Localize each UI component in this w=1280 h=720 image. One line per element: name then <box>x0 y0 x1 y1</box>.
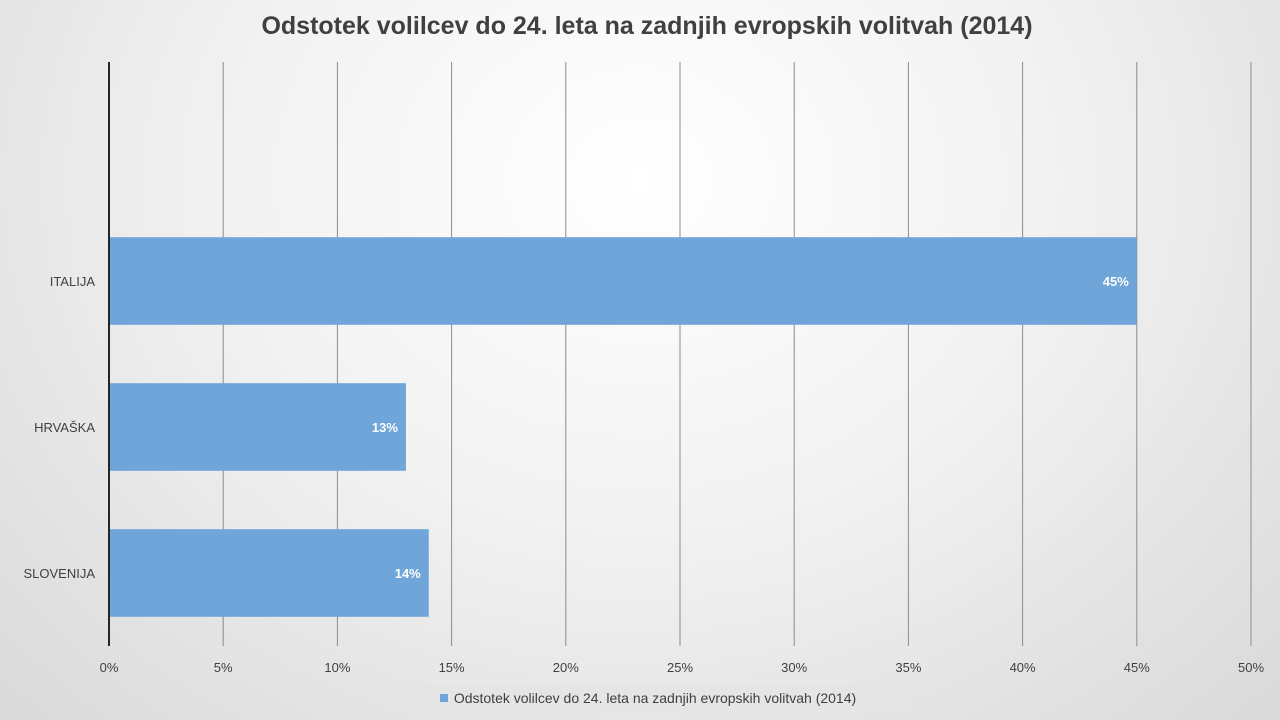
bar-slovenija <box>109 529 429 617</box>
x-tick-label: 50% <box>1238 660 1264 675</box>
x-tick-label: 15% <box>439 660 465 675</box>
bar-italija <box>109 237 1137 325</box>
gridlines <box>222 62 1252 646</box>
category-label: ITALIJA <box>50 274 96 289</box>
x-tick-label: 35% <box>895 660 921 675</box>
x-tick-label: 10% <box>324 660 350 675</box>
category-labels: ITALIJA HRVAŠKA SLOVENIJA <box>23 274 95 581</box>
category-label: SLOVENIJA <box>23 566 95 581</box>
x-tick-label: 25% <box>667 660 693 675</box>
data-label: 14% <box>395 566 421 581</box>
x-tick-label: 5% <box>214 660 233 675</box>
data-label: 13% <box>372 420 398 435</box>
legend-label: Odstotek volilcev do 24. leta na zadnjih… <box>453 690 857 706</box>
x-tick-labels: 0% 5% 10% 15% 20% 25% 30% 35% 40% 45% 50% <box>100 660 1265 675</box>
x-tick-label: 40% <box>1010 660 1036 675</box>
bar-hrvaška <box>109 383 406 471</box>
data-labels: 45% 13% 14% <box>372 274 1129 581</box>
chart-title: Odstotek volilcev do 24. leta na zadnjih… <box>261 12 1033 40</box>
x-tick-label: 30% <box>781 660 807 675</box>
x-tick-label: 45% <box>1124 660 1150 675</box>
x-tick-label: 0% <box>100 660 119 675</box>
data-label: 45% <box>1103 274 1129 289</box>
category-label: HRVAŠKA <box>34 420 95 435</box>
bars <box>109 237 1137 617</box>
legend: Odstotek volilcev do 24. leta na zadnjih… <box>386 685 910 711</box>
x-tick-label: 20% <box>553 660 579 675</box>
legend-swatch <box>439 694 448 702</box>
